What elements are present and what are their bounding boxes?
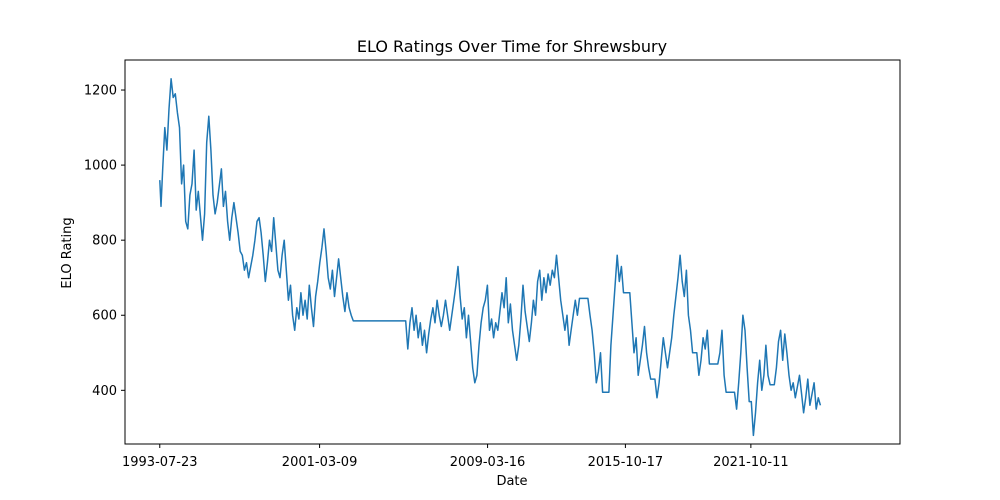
x-tick-label: 1993-07-23 [122,455,198,470]
x-tick-label: 2015-10-17 [588,455,664,470]
x-tick-label: 2009-03-16 [450,455,526,470]
y-tick-label: 1000 [84,159,117,174]
plot-area [125,60,900,444]
y-tick-label: 600 [92,309,117,324]
y-tick-label: 400 [92,384,117,399]
x-axis-title: Date [496,474,527,489]
axis-ticks: 400 600 800 1000 1200 1993-07-23 2001-03-09 200… [84,84,789,470]
x-tick-label: 2001-03-09 [282,455,358,470]
chart-title: ELO Ratings Over Time for Shrewsbury [357,37,667,56]
y-tick-label: 800 [92,234,117,249]
x-tick-label: 2021-10-11 [713,455,789,470]
plot-frame [124,59,901,445]
y-axis-title: ELO Rating [60,217,75,288]
y-tick-label: 1200 [84,84,117,99]
elo-rating-line [159,78,822,437]
